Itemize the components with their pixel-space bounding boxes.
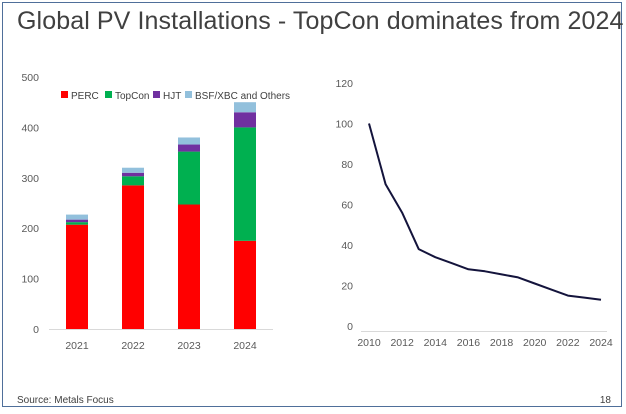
line-x-tick-label: 2014: [424, 337, 448, 349]
line-y-tick-label: 100: [335, 119, 353, 131]
line-x-tick-label: 2020: [523, 337, 547, 349]
line-y-tick-label: 0: [347, 321, 353, 333]
page-number: 18: [600, 395, 611, 406]
slide: Global PV Installations - TopCon dominat…: [2, 2, 622, 407]
line-chart: 0 20 40 60 80 100 120 2010 2012 2014 2016 2018 2020 2…: [3, 3, 626, 414]
line-x-tick-label: 2010: [357, 337, 381, 349]
line-y-tick-label: 60: [341, 200, 353, 212]
line-x-tick-label: 2022: [556, 337, 580, 349]
line-y-tick-label: 120: [335, 78, 353, 90]
source-note: Source: Metals Focus: [17, 395, 114, 406]
line-x-tick-label: 2024: [589, 337, 613, 349]
line-x-tick-label: 2012: [390, 337, 414, 349]
line-y-tick-label: 20: [341, 281, 353, 293]
line-x-tick-label: 2016: [457, 337, 481, 349]
line-y-tick-label: 80: [341, 159, 353, 171]
line-y-tick-label: 40: [341, 240, 353, 252]
line-series-0: [369, 124, 601, 300]
line-x-tick-label: 2018: [490, 337, 514, 349]
